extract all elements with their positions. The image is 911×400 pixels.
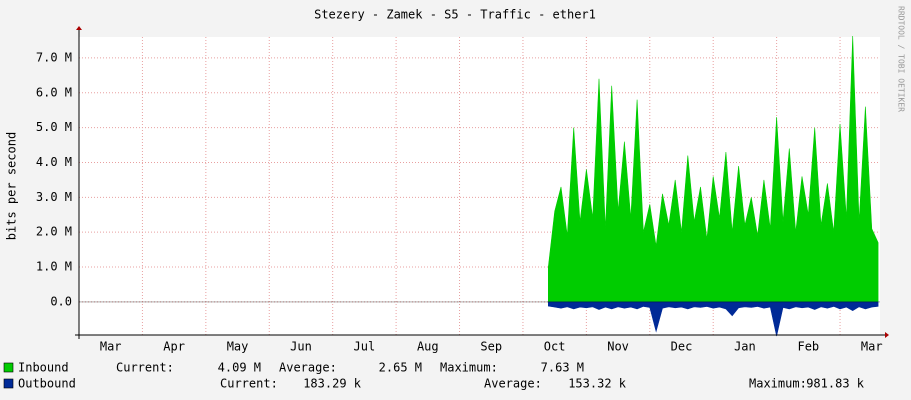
x-tick-label: Apr — [163, 340, 185, 354]
legend-stat-value: 7.63 M — [541, 361, 584, 375]
x-tick-label: May — [227, 340, 249, 354]
y-tick-label: 1.0 M — [36, 260, 72, 274]
x-tick-label: Feb — [797, 340, 819, 354]
legend-stat-value: 4.09 M — [218, 361, 261, 375]
x-tick-label: Mar — [861, 340, 883, 354]
y-tick-label: 4.0 M — [36, 155, 72, 169]
legend-stat-value: 2.65 M — [379, 361, 422, 375]
legend-stat-label: Current: — [116, 361, 174, 375]
watermark: RRDTOOL / TOBI OETIKER — [897, 6, 906, 112]
x-tick-label: Oct — [544, 340, 566, 354]
y-axis-label: bits per second — [5, 132, 19, 240]
x-tick-label: Dec — [671, 340, 693, 354]
legend-stat-label: Current: — [220, 377, 278, 391]
x-tick-label: Nov — [607, 340, 629, 354]
legend-stat-label: Maximum: — [749, 377, 807, 391]
legend-stat-label: Maximum: — [440, 361, 498, 375]
y-tick-label: 7.0 M — [36, 50, 72, 64]
x-tick-label: Jul — [354, 340, 376, 354]
x-tick-label: Jun — [290, 340, 312, 354]
x-tick-label: Jan — [734, 340, 756, 354]
legend-stat-value: 981.83 k — [806, 377, 865, 391]
legend-swatch — [3, 362, 14, 373]
legend-stat-label: Average: — [279, 361, 337, 375]
legend-swatch — [3, 378, 14, 389]
y-axis-arrow — [76, 26, 82, 30]
area — [548, 35, 879, 303]
y-tick-label: 5.0 M — [36, 120, 72, 134]
legend-stat-label: Average: — [484, 377, 542, 391]
legend-label: Outbound — [18, 377, 76, 391]
chart-title: Stezery - Zamek - S5 - Traffic - ether1 — [314, 8, 596, 22]
area — [548, 301, 879, 337]
y-tick-label: 3.0 M — [36, 190, 72, 204]
y-tick-label: 6.0 M — [36, 85, 72, 99]
x-tick-label: Mar — [100, 340, 122, 354]
y-tick-label: 2.0 M — [36, 225, 72, 239]
y-tick-label: 0.0 — [50, 294, 72, 308]
x-tick-label: Aug — [417, 340, 439, 354]
legend-stat-value: 183.29 k — [303, 377, 362, 391]
x-axis-arrow — [885, 332, 889, 338]
x-tick-label: Sep — [480, 340, 502, 354]
legend-stat-value: 153.32 k — [568, 377, 627, 391]
legend-label: Inbound — [18, 361, 69, 375]
